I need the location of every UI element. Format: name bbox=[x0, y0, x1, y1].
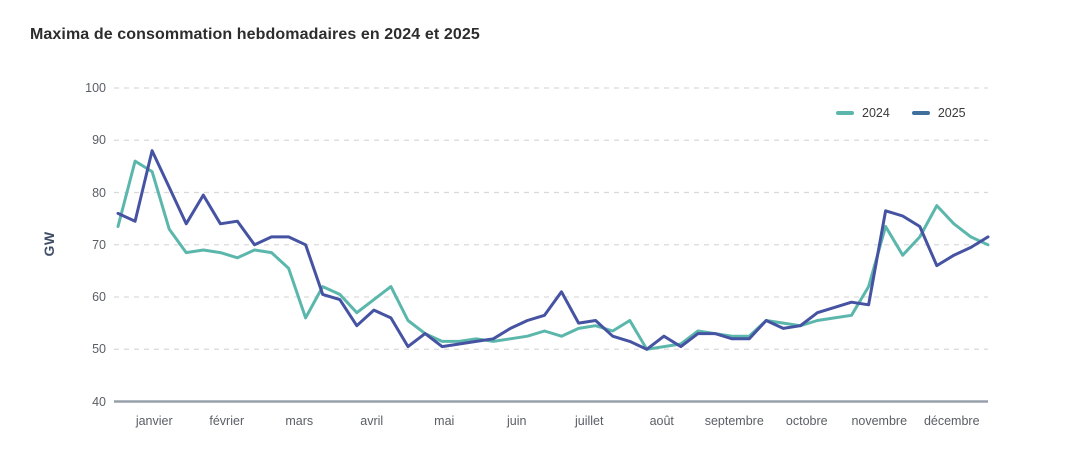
y-tick-label-60: 60 bbox=[92, 290, 106, 304]
y-tick-label-90: 90 bbox=[92, 133, 106, 148]
month-label-février: février bbox=[209, 414, 245, 428]
y-tick-label-50: 50 bbox=[92, 342, 106, 357]
month-label-septembre: septembre bbox=[704, 414, 764, 428]
month-label-octobre: octobre bbox=[785, 414, 828, 428]
series-line-2025 bbox=[116, 149, 990, 351]
legend-label-2025: 2025 bbox=[937, 106, 966, 120]
legend-swatch-2025 bbox=[911, 111, 930, 115]
legend-swatch-2024 bbox=[836, 111, 854, 115]
y-tick-label-40: 40 bbox=[92, 394, 106, 409]
month-label-novembre: novembre bbox=[851, 414, 908, 428]
chart-title: Maxima de consommation hebdomadaires en … bbox=[30, 26, 480, 43]
month-label-mai: mai bbox=[434, 414, 455, 428]
month-label-janvier: janvier bbox=[135, 414, 173, 428]
legend-item-2024[interactable]: 2024 bbox=[836, 106, 890, 120]
y-tick-label-100: 100 bbox=[85, 81, 106, 95]
month-label-mars: mars bbox=[285, 414, 314, 428]
y-tick-label-80: 80 bbox=[92, 185, 106, 200]
month-label-juin: juin bbox=[507, 414, 527, 428]
month-label-décembre: décembre bbox=[923, 414, 980, 428]
series-line-2024 bbox=[116, 159, 990, 351]
month-label-avril: avril bbox=[360, 414, 384, 428]
y-tick-label-70: 70 bbox=[92, 237, 106, 252]
legend-label-2024: 2024 bbox=[862, 106, 890, 120]
chart-legend: 2024 2025 bbox=[836, 106, 966, 120]
month-label-juillet: juillet bbox=[575, 414, 604, 428]
month-label-août: août bbox=[649, 414, 674, 428]
legend-item-2025[interactable]: 2025 bbox=[911, 106, 966, 120]
